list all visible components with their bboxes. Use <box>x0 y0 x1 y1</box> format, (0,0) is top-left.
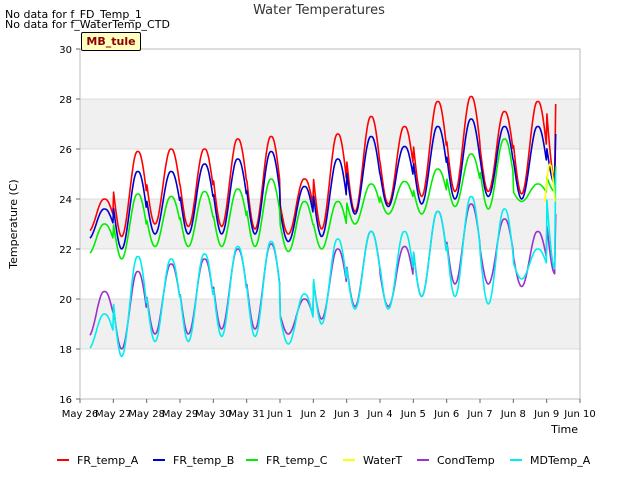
legend-label-FR_temp_B: FR_temp_B <box>173 454 234 467</box>
legend-label-WaterT: WaterT <box>363 454 403 467</box>
x-axis-label: Time <box>550 423 578 436</box>
site-label: MB_tule <box>81 32 141 51</box>
y-tick-label: 26 <box>59 145 72 156</box>
no-data-message-1: No data for f_FD_Temp_1 <box>5 8 142 21</box>
x-tick-label: Jun 8 <box>500 409 526 420</box>
y-axis: 16 18 20 22 24 26 28 30 <box>59 45 80 406</box>
series-line-FR_temp_C <box>89 138 557 260</box>
legend-label-CondTemp: CondTemp <box>437 454 495 467</box>
y-tick-label: 28 <box>59 95 72 106</box>
series-lines <box>89 95 557 358</box>
x-tick-label: Jun 6 <box>433 409 459 420</box>
shaded-band <box>80 299 580 349</box>
legend-label-FR_temp_C: FR_temp_C <box>266 454 328 467</box>
series-line-MDTemp_A <box>89 171 557 358</box>
legend-label-MDTemp_A: MDTemp_A <box>530 454 591 467</box>
x-tick-label: Jun 2 <box>300 409 326 420</box>
x-tick-label: Jun 7 <box>466 409 492 420</box>
x-tick-label: Jun 1 <box>266 409 292 420</box>
x-tick-label: Jun 10 <box>563 409 596 420</box>
x-tick-label: May 29 <box>162 409 199 420</box>
x-tick-label: Jun 9 <box>533 409 559 420</box>
chart-title: Water Temperatures <box>253 3 385 18</box>
y-tick-label: 20 <box>59 295 72 306</box>
no-data-message-2: No data for f_WaterTemp_CTD <box>5 18 170 31</box>
series-line-FR_temp_B <box>89 118 557 250</box>
legend: FR_temp_A FR_temp_B FR_temp_C WaterT CondTem… <box>57 454 591 467</box>
x-tick-label: May 27 <box>95 409 132 420</box>
y-axis-label: Temperature (C) <box>7 179 20 269</box>
series-line-WaterT <box>544 162 556 202</box>
x-tick-label: May 30 <box>195 409 232 420</box>
y-tick-label: 18 <box>59 345 72 356</box>
y-tick-label: 22 <box>59 245 72 256</box>
x-tick-label: Jun 4 <box>366 409 392 420</box>
x-tick-label: May 31 <box>228 409 265 420</box>
shaded-band <box>80 99 580 149</box>
y-tick-label: 24 <box>59 195 72 206</box>
legend-label-FR_temp_A: FR_temp_A <box>77 454 139 467</box>
series-line-FR_temp_A <box>89 95 557 238</box>
y-tick-label: 16 <box>59 395 72 406</box>
plot-frame <box>79 48 581 400</box>
x-tick-label: Jun 5 <box>400 409 426 420</box>
x-tick-label: Jun 3 <box>333 409 359 420</box>
x-tick-label: May 28 <box>128 409 165 420</box>
x-tick-label: May 26 <box>62 409 99 420</box>
y-tick-label: 30 <box>59 45 72 56</box>
